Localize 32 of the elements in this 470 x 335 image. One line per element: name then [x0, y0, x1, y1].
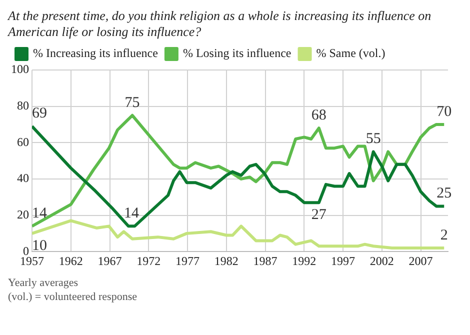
legend-label: % Increasing its influence [33, 46, 158, 60]
annotation: 27 [311, 207, 327, 224]
annotation: 2 [440, 227, 448, 244]
x-tick-label: 2007 [408, 254, 433, 268]
x-tick-label: 1987 [253, 254, 278, 268]
x-tick-label: 1967 [98, 254, 122, 268]
x-tick-label: 1962 [58, 254, 83, 268]
text: Yearly averages [8, 276, 80, 290]
x-tick-label: 2002 [370, 254, 394, 268]
x-tick-label: 1982 [214, 254, 238, 268]
legend-label: % Losing its influence [182, 46, 292, 60]
annotation: 68 [311, 108, 326, 124]
y-tick-label: 60 [17, 134, 29, 149]
annotation: 25 [436, 186, 452, 202]
annotation: 55 [366, 131, 381, 148]
legend-label: % Same (vol.) [316, 46, 386, 60]
annotation: 14 [32, 206, 48, 222]
annotation: 10 [32, 238, 47, 254]
x-tick-label: 1992 [292, 254, 316, 268]
y-tick-label: 80 [17, 98, 29, 112]
x-tick-label: 1997 [331, 254, 356, 268]
annotation: 69 [32, 106, 47, 122]
chart-title: At the present time, do you think religion as a whole is increasing its influence on American life or losing its influence? [8, 8, 432, 40]
x-tick-label: 1972 [136, 254, 161, 268]
y-tick-label: 20 [17, 207, 29, 222]
annotation: 70 [436, 104, 452, 120]
y-tick-label: 40 [17, 171, 29, 186]
x-tick-label: 1977 [176, 254, 200, 268]
text: (vol.) = volunteered response [8, 290, 138, 304]
annotation: 75 [124, 94, 140, 111]
annotation: 14 [124, 206, 140, 222]
y-tick-label: 100 [11, 62, 29, 76]
